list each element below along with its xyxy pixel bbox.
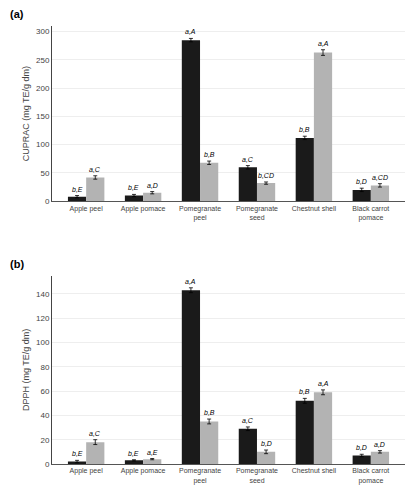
svg-text:b,E: b,E xyxy=(128,184,139,191)
svg-text:Apple peel: Apple peel xyxy=(70,467,104,475)
svg-text:b,D: b,D xyxy=(261,440,272,447)
svg-text:a,A: a,A xyxy=(185,278,196,285)
svg-text:300: 300 xyxy=(36,27,50,36)
svg-text:140: 140 xyxy=(36,290,50,299)
svg-text:b,CD: b,CD xyxy=(258,172,274,179)
svg-text:Black carrotpomace: Black carrotpomace xyxy=(352,467,389,484)
svg-text:b,D: b,D xyxy=(356,178,367,185)
svg-text:b,B: b,B xyxy=(299,388,310,395)
svg-text:250: 250 xyxy=(36,56,50,65)
svg-text:a,D: a,D xyxy=(147,182,158,189)
svg-text:b,E: b,E xyxy=(72,186,83,193)
svg-text:100: 100 xyxy=(36,140,50,149)
svg-text:150: 150 xyxy=(36,112,50,121)
svg-text:b,B: b,B xyxy=(204,151,215,158)
svg-text:60: 60 xyxy=(40,387,49,396)
svg-text:a,CD: a,CD xyxy=(372,174,388,181)
svg-text:Pomegranateseed: Pomegranateseed xyxy=(236,205,278,221)
svg-text:a,C: a,C xyxy=(242,156,254,163)
svg-text:b,B: b,B xyxy=(299,126,310,133)
svg-text:50: 50 xyxy=(40,169,49,178)
svg-text:(b): (b) xyxy=(10,258,24,270)
svg-text:40: 40 xyxy=(40,411,49,420)
svg-text:80: 80 xyxy=(40,363,49,372)
svg-text:Pomegranateseed: Pomegranateseed xyxy=(236,467,278,483)
svg-text:a,A: a,A xyxy=(318,380,329,387)
svg-text:DPPH (mg TE/g dm): DPPH (mg TE/g dm) xyxy=(21,329,31,411)
svg-text:b,B: b,B xyxy=(204,409,215,416)
svg-text:0: 0 xyxy=(45,460,50,469)
svg-text:CUPRAC (mg TE/g dm): CUPRAC (mg TE/g dm) xyxy=(21,66,31,161)
svg-text:b,E: b,E xyxy=(72,450,83,457)
svg-text:(a): (a) xyxy=(10,8,24,20)
svg-text:200: 200 xyxy=(36,84,50,93)
svg-text:100: 100 xyxy=(36,338,50,347)
svg-text:a,A: a,A xyxy=(185,28,196,35)
svg-text:Apple pomace: Apple pomace xyxy=(121,467,166,475)
svg-text:a,C: a,C xyxy=(89,166,101,173)
svg-text:a,E: a,E xyxy=(147,449,158,456)
svg-text:b,E: b,E xyxy=(128,450,139,457)
svg-text:a,C: a,C xyxy=(89,430,101,437)
svg-text:Apple peel: Apple peel xyxy=(70,205,104,213)
svg-text:a,C: a,C xyxy=(242,417,254,424)
svg-text:Chestnut shell: Chestnut shell xyxy=(292,467,337,474)
svg-text:120: 120 xyxy=(36,314,50,323)
svg-text:b,D: b,D xyxy=(356,444,367,451)
svg-text:Apple pomace: Apple pomace xyxy=(121,205,166,213)
svg-text:0: 0 xyxy=(45,197,50,206)
svg-text:Black carrotpomace: Black carrotpomace xyxy=(352,205,389,222)
svg-text:Pomegranatepeel: Pomegranatepeel xyxy=(179,467,221,484)
svg-text:20: 20 xyxy=(40,436,49,445)
svg-text:a,A: a,A xyxy=(318,40,329,47)
svg-text:Chestnut shell: Chestnut shell xyxy=(292,205,337,212)
svg-text:a,D: a,D xyxy=(374,441,385,448)
svg-text:Pomegranatepeel: Pomegranatepeel xyxy=(179,205,221,222)
